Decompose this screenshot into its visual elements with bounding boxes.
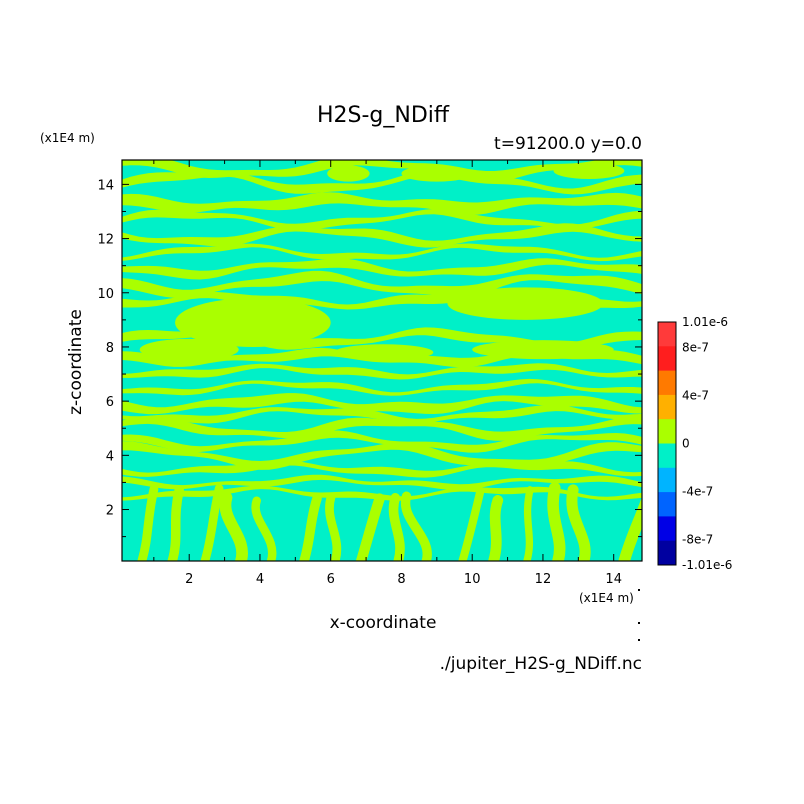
edge-marker [638,639,640,641]
contour-plume [458,486,485,561]
contour-band [122,208,642,231]
contour-plume [388,492,405,561]
contour-plume [618,497,642,561]
contour-plume [251,496,277,561]
colorbar-swatch [658,322,676,347]
y-unit-label: (x1E4 m) [40,131,95,145]
colorbar-swatch [658,346,676,372]
contour-band [122,460,642,478]
contour-band [122,404,642,424]
colorbar-swatch [658,492,676,517]
contour-band [122,441,642,470]
y-tick-label: 6 [106,395,114,410]
contour-band [122,243,642,262]
y-axis-title: z-coordinate [66,309,86,415]
contour-band [122,258,642,280]
y-tick-label: 14 [97,178,114,193]
x-axis-title: x-coordinate [330,613,437,633]
x-tick-label: 2 [185,572,193,587]
y-tick-label: 4 [106,449,114,464]
y-axis: 2 4 6 8 10 12 14 [97,178,642,538]
contour-plume [200,484,224,561]
contour-blob [447,287,604,320]
colorbar-label: 0 [682,437,690,451]
footer-filename: ./jupiter_H2S-g_NDiff.nc [440,654,642,674]
contour-plume [167,485,184,561]
x-tick-label: 6 [327,572,335,587]
contour-plume [325,492,342,561]
contour-blob [334,344,434,361]
edge-marker [638,589,640,591]
contour-plume [523,486,534,561]
contour-blob [553,162,625,179]
contour-plume [219,491,248,561]
contour-plume [400,491,432,561]
colorbar-swatch [658,443,676,469]
colorbar-swatch [658,516,676,542]
x-axis: 2 4 6 8 10 12 14 [153,160,622,587]
plot-area: 2 4 6 8 10 12 14 2 4 6 8 10 12 14 [97,159,643,587]
contour-blob [327,165,370,182]
contour-plume [137,484,159,561]
x-tick-label: 12 [535,572,552,587]
contour-band [122,327,642,350]
contour-band [122,474,642,491]
contour-plume [356,493,385,561]
y-tick-label: 12 [97,233,114,248]
chart-subtitle: t=91200.0 y=0.0 [494,134,642,154]
contour-band [122,485,642,501]
colorbar-label: -1.01e-6 [682,558,732,572]
contour-band [122,363,642,380]
contour-blob [401,165,473,182]
contour-plume [299,493,322,561]
contour-plume [566,484,591,561]
colorbar-swatch [658,467,676,493]
contour-band [122,160,642,182]
colorbar-swatch [658,370,676,396]
contour-fill [122,160,642,561]
y-tick-label: 10 [97,287,114,302]
contour-blob [139,338,239,361]
contour-band [122,223,642,248]
x-tick-label: 8 [397,572,405,587]
edge-marker [638,622,640,624]
x-tick-label: 14 [605,572,622,587]
contour-band [122,192,642,215]
y-tick-label: 8 [106,341,114,356]
contour-plume [488,495,504,561]
colorbar-frame [657,321,677,566]
edge-markers [638,589,640,641]
colorbar-label: 4e-7 [682,388,709,402]
colorbar-label: -8e-7 [682,533,713,547]
contour-band [122,168,642,195]
colorbar-label: 8e-7 [682,340,709,354]
contour-blob [175,298,331,347]
contour-blob [472,340,614,360]
contour-band [122,415,642,441]
contour-band [122,378,642,396]
colorbar-label: 1.01e-6 [682,315,728,329]
contour-band [122,393,642,415]
colorbar-swatch [658,419,676,444]
contour-band [122,430,642,453]
contour-band [122,270,642,298]
x-unit-label: (x1E4 m) [579,591,634,605]
colorbar-label: -4e-7 [682,485,713,499]
colorbar-swatch [658,540,676,566]
y-tick-label: 2 [106,504,114,519]
plot-frame [121,159,643,562]
x-tick-label: 4 [256,572,264,587]
chart-title: H2S-g_NDiff [317,103,450,128]
contour-plume [547,482,566,561]
colorbar-swatch [658,394,676,420]
colorbar: 1.01e-6 8e-7 4e-7 0 -4e-7 -8e-7 -1.01e-6 [657,315,732,572]
x-tick-label: 10 [464,572,481,587]
